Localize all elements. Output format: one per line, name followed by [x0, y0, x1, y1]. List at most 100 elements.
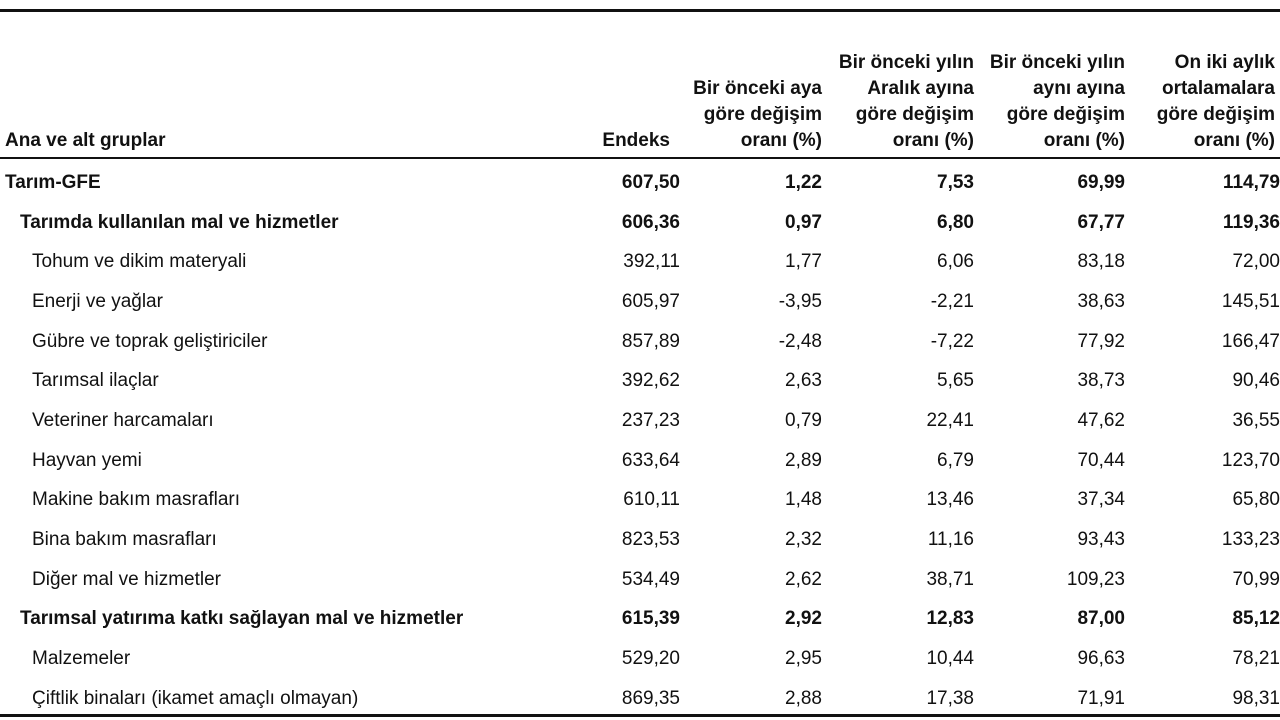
- table-row: Tarımda kullanılan mal ve hizmetler 606,3…: [0, 203, 1280, 243]
- cell-twelve-month-change: 70,99: [1232, 568, 1280, 590]
- cell-monthly-change: -2,48: [778, 330, 822, 352]
- cell-december-change: 5,65: [937, 370, 974, 392]
- row-label: Tarımda kullanılan mal ve hizmetler: [20, 211, 339, 233]
- cell-same-month-change: 71,91: [1077, 687, 1125, 709]
- cell-twelve-month-change: 114,79: [1222, 171, 1280, 193]
- cell-index: 534,49: [621, 568, 680, 590]
- cell-monthly-change: 1,48: [785, 489, 822, 511]
- table-row: Bina bakım masrafları 823,53 2,32 11,16 93,4…: [0, 520, 1280, 560]
- cell-twelve-month-change: 119,36: [1222, 211, 1280, 233]
- table-body: Tarım-GFE 607,50 1,22 7,53 69,99 114,79 Tarımd…: [0, 163, 1280, 719]
- cell-same-month-change: 77,92: [1077, 330, 1125, 352]
- cell-twelve-month-change: 65,80: [1232, 489, 1280, 511]
- cell-december-change: 7,53: [937, 171, 974, 193]
- row-label: Makine bakım masrafları: [32, 489, 241, 511]
- table-row: Tohum ve dikim materyali 392,11 1,77 6,06 83…: [0, 242, 1280, 282]
- table-bottom-rule: [0, 714, 1280, 717]
- cell-index: 823,53: [621, 529, 680, 551]
- cell-december-change: 13,46: [926, 489, 974, 511]
- row-label: Tohum ve dikim materyali: [32, 251, 247, 273]
- cell-monthly-change: 0,97: [785, 211, 822, 233]
- cell-twelve-month-change: 36,55: [1232, 409, 1280, 431]
- cell-same-month-change: 96,63: [1077, 648, 1125, 670]
- header-same-month-change: Bir önceki yılın aynı ayına göre değişim…: [989, 52, 1125, 151]
- table-row: Tarımsal yatırıma katkı sağlayan mal ve …: [0, 600, 1280, 640]
- cell-index: 529,20: [621, 648, 680, 670]
- cell-same-month-change: 67,77: [1077, 211, 1125, 233]
- table-row: Tarım-GFE 607,50 1,22 7,53 69,99 114,79: [0, 163, 1280, 203]
- row-label: Tarımsal yatırıma katkı sağlayan mal ve …: [20, 608, 464, 630]
- table-row: Malzemeler 529,20 2,95 10,44 96,63 78,21: [0, 639, 1280, 679]
- cell-twelve-month-change: 78,21: [1232, 648, 1280, 670]
- row-label: Diğer mal ve hizmetler: [32, 568, 221, 590]
- table-row: Makine bakım masrafları 610,11 1,48 13,46 37…: [0, 481, 1280, 521]
- cell-same-month-change: 83,18: [1077, 251, 1125, 273]
- cell-december-change: 6,79: [937, 449, 974, 471]
- table-row: Enerji ve yağlar 605,97 -3,95 -2,21 38,63 145…: [0, 282, 1280, 322]
- cell-monthly-change: 2,62: [785, 568, 822, 590]
- cell-index: 869,35: [621, 687, 680, 709]
- cell-monthly-change: -3,95: [778, 290, 822, 312]
- row-label: Gübre ve toprak geliştiriciler: [32, 330, 268, 352]
- cell-december-change: 17,38: [926, 687, 974, 709]
- header-group-label: Ana ve alt gruplar: [5, 130, 166, 151]
- table-row: Gübre ve toprak geliştiriciler 857,89 -2,4…: [0, 322, 1280, 362]
- cell-index: 606,36: [621, 211, 680, 233]
- header-twelve-month-change: On iki aylık ortalamalara göre değişim o…: [1156, 52, 1275, 151]
- cell-december-change: 11,16: [927, 529, 974, 551]
- cell-twelve-month-change: 166,47: [1221, 330, 1280, 352]
- table-row: Çiftlik binaları (ikamet amaçlı olmayan)…: [0, 679, 1280, 719]
- table-row: Diğer mal ve hizmetler 534,49 2,62 38,71 109…: [0, 560, 1280, 600]
- cell-december-change: 6,80: [937, 211, 974, 233]
- cell-monthly-change: 1,77: [785, 251, 822, 273]
- cell-december-change: 6,06: [937, 251, 974, 273]
- cell-twelve-month-change: 133,23: [1221, 529, 1280, 551]
- header-december-change: Bir önceki yılın Aralık ayına göre değiş…: [838, 52, 974, 151]
- cell-monthly-change: 2,92: [785, 608, 822, 630]
- cell-index: 607,50: [621, 171, 680, 193]
- row-label: Enerji ve yağlar: [32, 290, 163, 312]
- cell-index: 392,11: [623, 251, 680, 273]
- cell-index: 605,97: [621, 290, 680, 312]
- row-label: Bina bakım masrafları: [32, 529, 217, 551]
- row-label: Malzemeler: [32, 648, 131, 670]
- cell-same-month-change: 37,34: [1077, 489, 1125, 511]
- cell-december-change: -7,22: [930, 330, 974, 352]
- table-top-rule: [0, 9, 1280, 12]
- cell-december-change: -2,21: [930, 290, 974, 312]
- cell-twelve-month-change: 85,12: [1232, 608, 1280, 630]
- cell-twelve-month-change: 145,51: [1221, 290, 1280, 312]
- table-row: Hayvan yemi 633,64 2,89 6,79 70,44 123,70: [0, 441, 1280, 481]
- row-label: Tarımsal ilaçlar: [32, 370, 159, 392]
- cell-same-month-change: 93,43: [1077, 529, 1125, 551]
- cell-index: 610,11: [623, 489, 680, 511]
- cell-twelve-month-change: 90,46: [1232, 370, 1280, 392]
- cell-monthly-change: 0,79: [785, 409, 822, 431]
- cell-same-month-change: 38,63: [1077, 290, 1125, 312]
- row-label: Hayvan yemi: [32, 449, 142, 471]
- price-index-table: Tarım-GFE 607,50 1,22 7,53 69,99 114,79 Tarımd…: [0, 163, 1280, 719]
- table-row: Veteriner harcamaları 237,23 0,79 22,41 47,6…: [0, 401, 1280, 441]
- cell-monthly-change: 2,89: [785, 449, 822, 471]
- cell-twelve-month-change: 72,00: [1232, 251, 1280, 273]
- cell-index: 237,23: [621, 409, 680, 431]
- cell-monthly-change: 2,95: [785, 648, 822, 670]
- cell-monthly-change: 2,88: [785, 687, 822, 709]
- cell-monthly-change: 2,63: [785, 370, 822, 392]
- cell-index: 857,89: [621, 330, 680, 352]
- cell-same-month-change: 69,99: [1077, 171, 1125, 193]
- cell-december-change: 38,71: [926, 568, 974, 590]
- cell-same-month-change: 70,44: [1077, 449, 1125, 471]
- row-label: Veteriner harcamaları: [32, 409, 214, 431]
- header-bottom-rule: [0, 157, 1280, 159]
- header-index-label: Endeks: [602, 130, 670, 151]
- cell-monthly-change: 1,22: [785, 171, 822, 193]
- cell-index: 633,64: [621, 449, 680, 471]
- table-row: Tarımsal ilaçlar 392,62 2,63 5,65 38,73 90,46: [0, 361, 1280, 401]
- cell-twelve-month-change: 98,31: [1232, 687, 1280, 709]
- row-label: Tarım-GFE: [5, 171, 101, 193]
- cell-index: 615,39: [621, 608, 680, 630]
- cell-monthly-change: 2,32: [785, 529, 822, 551]
- header-monthly-change: Bir önceki aya göre değişim oranı (%): [693, 78, 822, 151]
- cell-same-month-change: 109,23: [1066, 568, 1125, 590]
